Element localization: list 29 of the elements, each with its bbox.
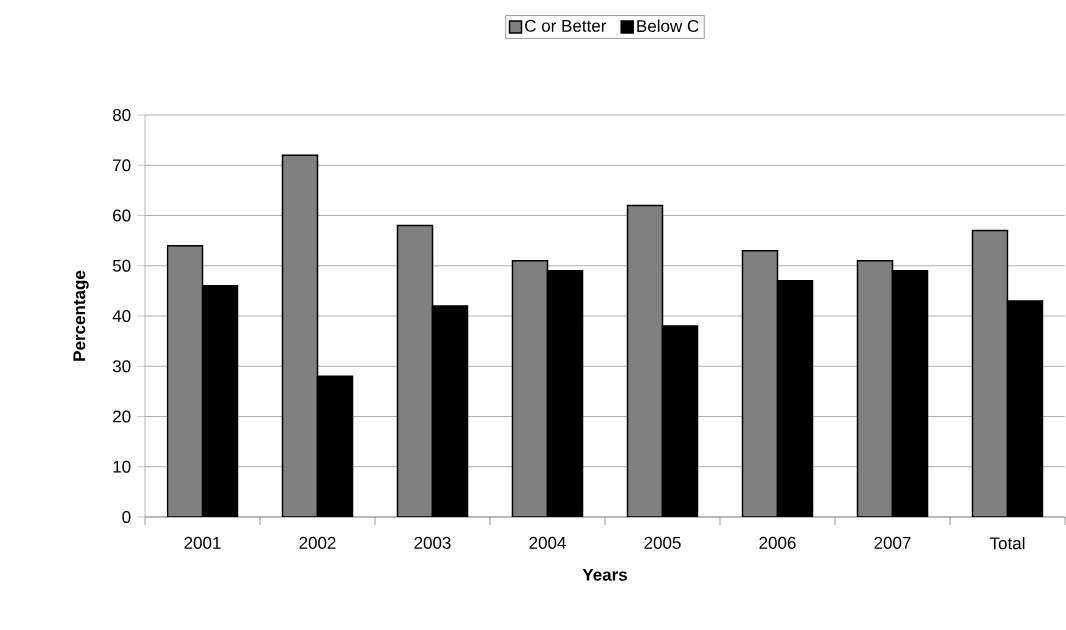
y-tick-label: 80 [112, 108, 131, 122]
x-tick-label: 2002 [299, 536, 336, 549]
x-tick-label: 2001 [184, 536, 221, 549]
bar [971, 229, 1009, 517]
bar [396, 224, 434, 517]
x-tick-label: 2006 [759, 536, 796, 549]
y-tick-label: 0 [122, 510, 131, 524]
bar [741, 249, 779, 517]
bar [281, 154, 319, 517]
bar [166, 244, 204, 517]
x-tick-label: 2003 [414, 536, 451, 549]
x-tick-label: Total [989, 536, 1025, 550]
y-tick-label: 40 [112, 309, 131, 323]
x-tick-label: 2004 [529, 536, 566, 549]
y-tick-label: 10 [113, 460, 131, 473]
y-tick-label: 70 [113, 159, 131, 172]
y-tick-label: 50 [112, 259, 131, 272]
bar [626, 204, 664, 517]
bar [511, 259, 549, 517]
x-axis-title: Years [582, 568, 627, 581]
y-tick-label: 20 [113, 410, 131, 423]
x-tick-label: 2007 [874, 536, 911, 549]
x-tick-label: 2005 [644, 536, 681, 549]
y-tick-label: 60 [113, 209, 131, 222]
bar [856, 259, 894, 517]
legend-label: C or Better [525, 19, 607, 32]
legend-label: Below C [637, 19, 699, 33]
y-axis-title: Percentage [73, 270, 89, 361]
y-tick-label: 30 [112, 360, 131, 373]
